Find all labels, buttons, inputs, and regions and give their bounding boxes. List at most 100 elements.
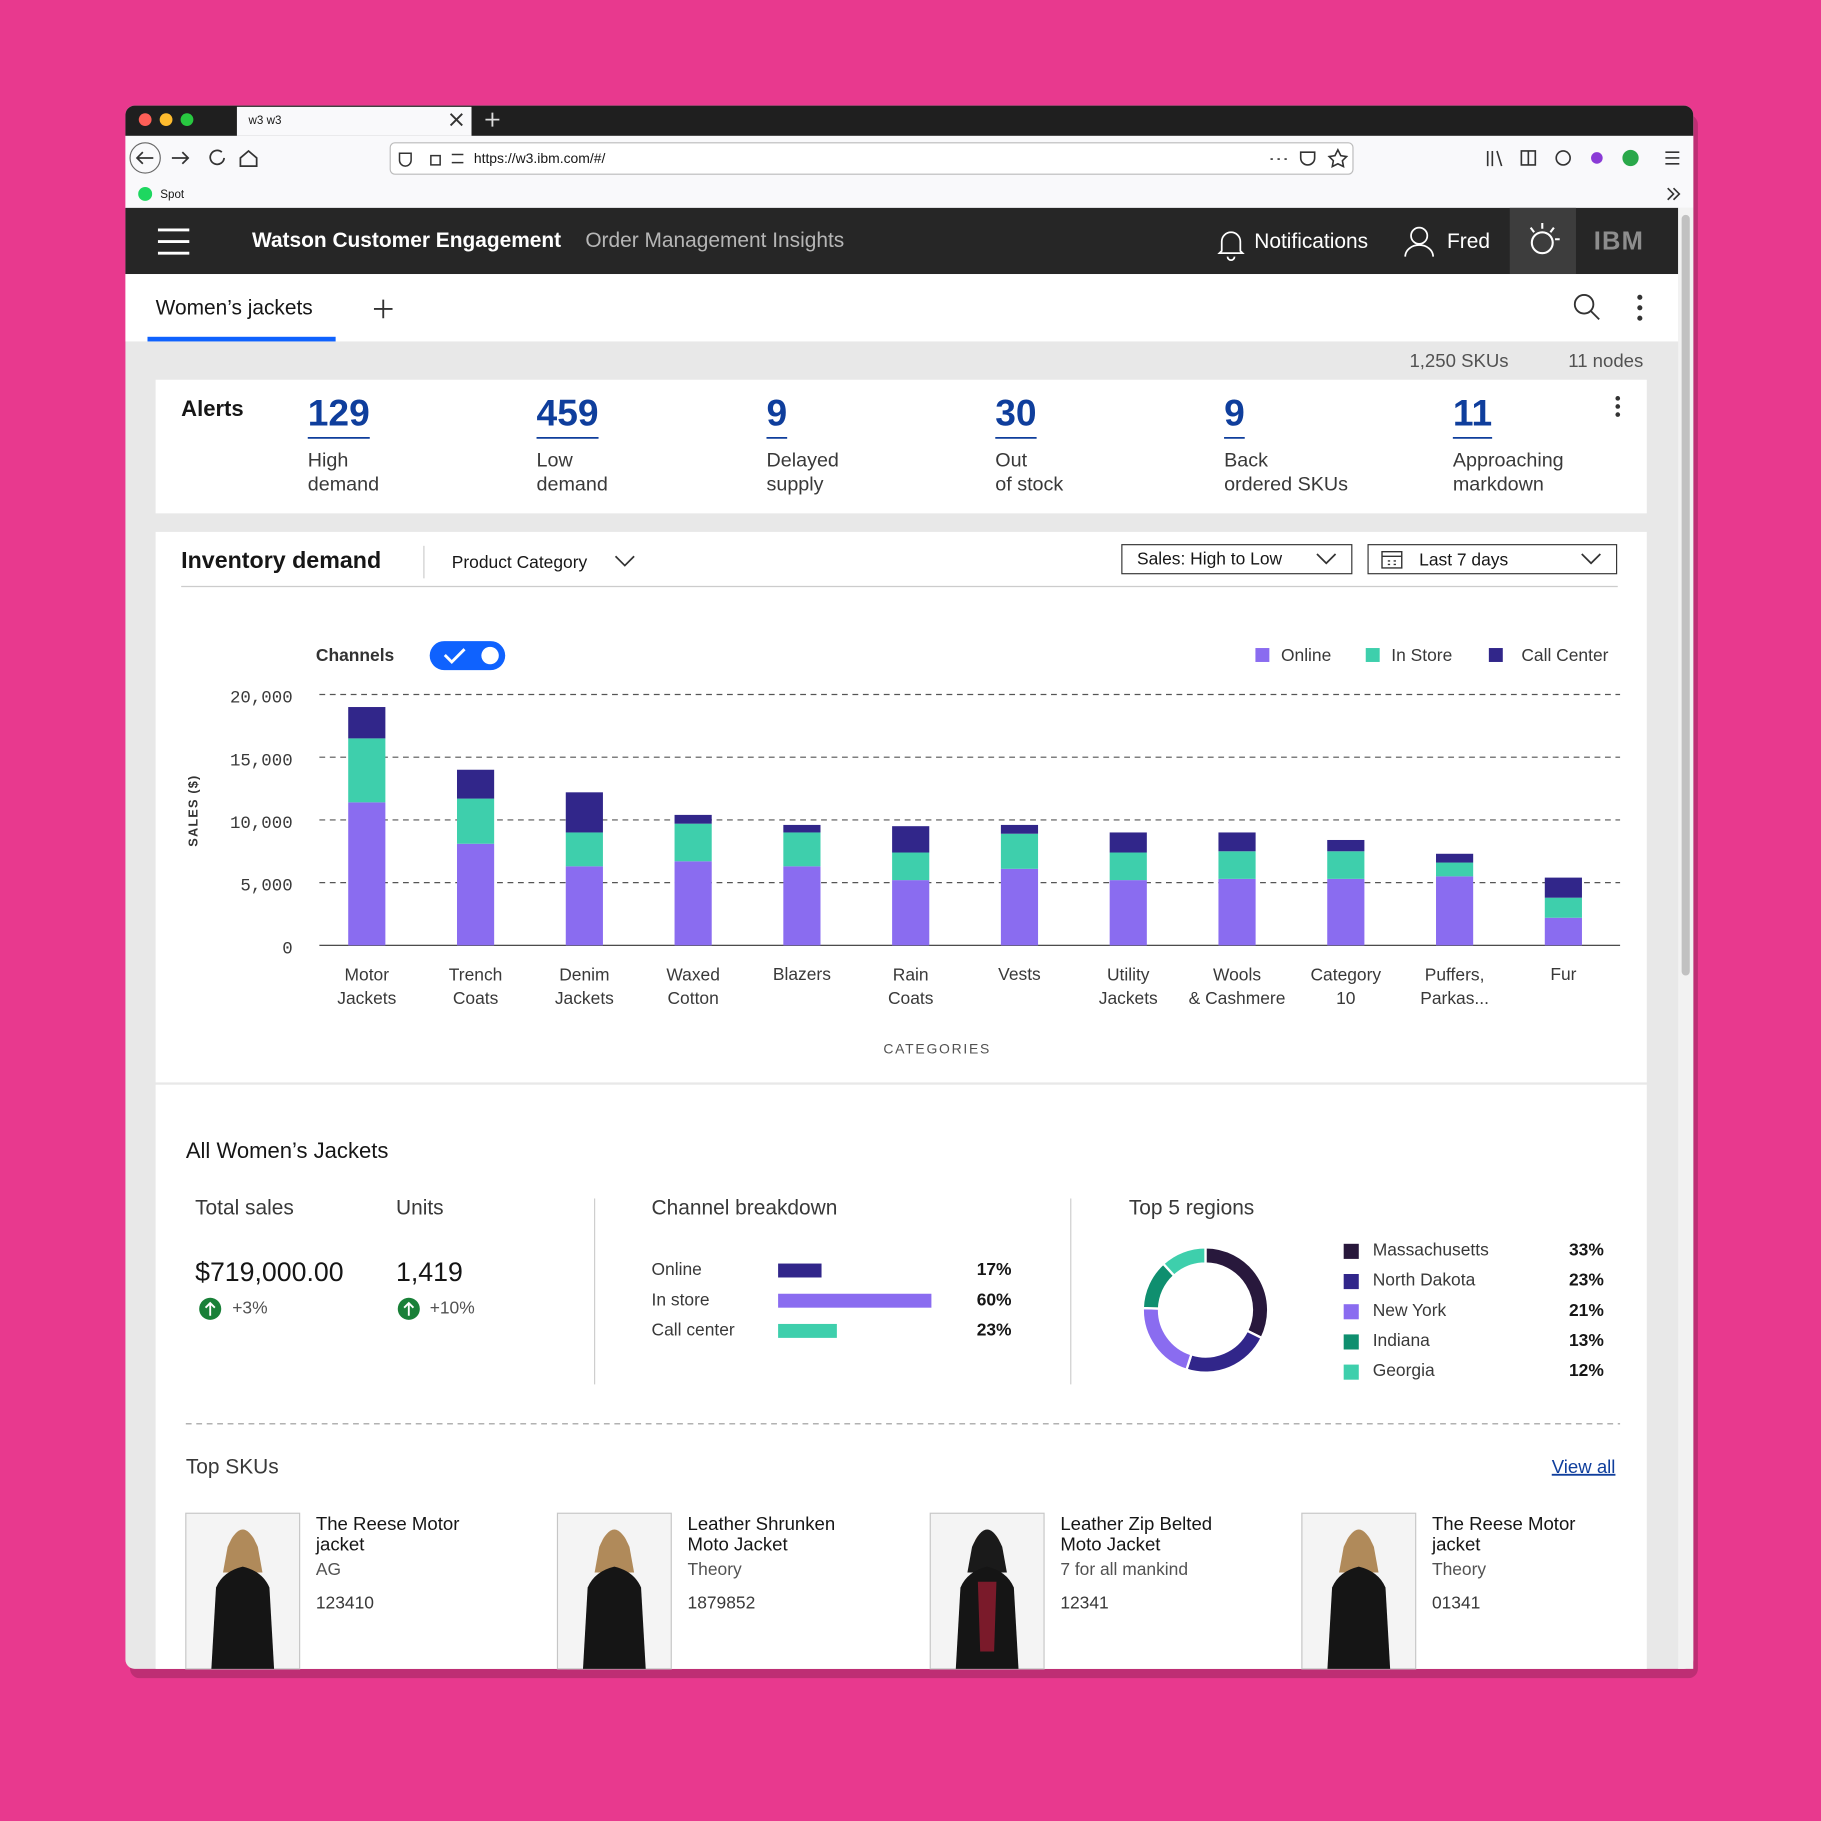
product-jacket: [1327, 1566, 1391, 1669]
chevron: [1581, 553, 1601, 565]
overflow-menu[interactable]: [1637, 294, 1643, 300]
bell-icon[interactable]: [1217, 231, 1245, 261]
x-tick-label: Fur: [1550, 964, 1576, 984]
assistant-icon: [1530, 231, 1554, 255]
min-dot[interactable]: [159, 113, 173, 127]
title-bar: [125, 105, 1694, 136]
units: 1,419: [396, 1257, 463, 1287]
notifications[interactable]: Notifications: [1254, 230, 1368, 253]
alert-label: High: [308, 449, 349, 471]
channel-bar: [778, 1263, 822, 1278]
product-name: jacket: [315, 1534, 365, 1555]
bar-segment: [1436, 853, 1474, 863]
back-button[interactable]: [129, 142, 161, 174]
total-sales-label: Total sales: [195, 1196, 294, 1219]
overflow-menu[interactable]: [1637, 315, 1643, 321]
bar-segment: [456, 798, 495, 844]
ext-icon[interactable]: [1622, 149, 1639, 167]
up-arrow: [204, 1301, 216, 1316]
alerts-menu[interactable]: [1615, 412, 1621, 417]
nav-icons[interactable]: [135, 149, 258, 167]
toggle-check: [443, 648, 466, 665]
calendar-icon: [1381, 550, 1403, 569]
product-jacket: [582, 1566, 646, 1669]
bar-segment: [1218, 878, 1256, 946]
product-sku: 123410: [316, 1592, 374, 1612]
max-dot[interactable]: [180, 113, 194, 127]
region-value: 12%: [1569, 1360, 1604, 1380]
alert-label: demand: [308, 474, 379, 496]
bar-segment: [1327, 839, 1365, 852]
bookmark-icon: [138, 186, 153, 201]
ext-icon[interactable]: [1591, 152, 1603, 164]
alerts-menu[interactable]: [1615, 404, 1621, 409]
product-name: The Reese Motor: [316, 1513, 460, 1534]
user-icon[interactable]: [1404, 244, 1434, 257]
account-icon[interactable]: [1555, 150, 1571, 166]
alert-count: 459: [537, 392, 599, 434]
scroll-thumb[interactable]: [1681, 214, 1690, 976]
tab[interactable]: [236, 106, 472, 136]
menu-icon[interactable]: [157, 228, 190, 255]
user-name[interactable]: Fred: [1447, 230, 1490, 253]
assistant-rays: [1529, 222, 1560, 241]
tab-close[interactable]: [449, 113, 463, 127]
y-tick-label: 5,000: [240, 877, 292, 897]
overflow-menu[interactable]: [1637, 305, 1643, 311]
active-tab[interactable]: Women’s jackets: [156, 296, 313, 319]
units-label: Units: [396, 1196, 444, 1219]
channel-bar: [778, 1323, 837, 1338]
total-sales: $719,000.00: [195, 1257, 343, 1287]
region-swatch: [1343, 1304, 1359, 1320]
channel-value: 17%: [977, 1259, 1012, 1279]
product-name: jacket: [1431, 1534, 1481, 1555]
chevron: [1316, 553, 1337, 565]
regions-title: Top 5 regions: [1129, 1196, 1254, 1219]
date-dropdown[interactable]: [1367, 544, 1618, 575]
product-brand: AG: [316, 1559, 341, 1579]
bar-segment: [1109, 852, 1147, 881]
bar-segment: [892, 852, 930, 881]
tab-title: w3 w3: [248, 114, 282, 127]
x-tick-label: Wools & Cashmere: [1189, 964, 1286, 1007]
bar-segment: [1000, 824, 1039, 834]
search-icon[interactable]: [1590, 310, 1600, 321]
search-icon[interactable]: [1573, 294, 1595, 315]
product-name: Moto Jacket: [688, 1534, 789, 1555]
x-tick-label: Waxed Cotton: [666, 964, 720, 1007]
view-all[interactable]: View all: [1552, 1456, 1616, 1477]
toolbar-icons[interactable]: [1486, 150, 1680, 167]
x-tick-label: Utility Jackets: [1099, 964, 1158, 1007]
url-actions[interactable]: [1270, 147, 1349, 168]
bar-segment: [1218, 851, 1256, 879]
tab-underline: [147, 336, 336, 342]
alerts-menu[interactable]: [1615, 396, 1621, 401]
url-bar[interactable]: [389, 142, 1354, 175]
region-swatch: [1343, 1274, 1359, 1290]
add-tab[interactable]: [373, 299, 393, 319]
alert-count: 30: [995, 392, 1036, 434]
category-filter[interactable]: Product Category: [452, 552, 588, 572]
overflow-icon[interactable]: [1667, 187, 1681, 201]
bar-segment: [674, 861, 712, 946]
url: https://w3.ibm.com/#/: [474, 150, 606, 166]
bar-segment: [456, 843, 495, 946]
y-axis-label: SALES ($): [185, 775, 200, 847]
product-sku: 12341: [1060, 1592, 1108, 1612]
region-label: Massachusetts: [1373, 1239, 1489, 1259]
chevron[interactable]: [614, 555, 635, 567]
product-hair: [1339, 1529, 1379, 1573]
bookmark[interactable]: Spot: [160, 188, 185, 201]
sort-dropdown[interactable]: [1121, 544, 1353, 575]
alert-count: 9: [1224, 392, 1245, 434]
close-dot[interactable]: [138, 113, 152, 127]
assistant-button[interactable]: [1509, 207, 1576, 275]
bar-segment: [1436, 862, 1474, 877]
product-name: Leather Shrunken: [688, 1513, 836, 1534]
bar-segment: [1109, 880, 1147, 946]
alerts-title: Alerts: [181, 396, 243, 421]
legend-swatch: [1365, 648, 1380, 662]
bar-segment: [348, 738, 386, 803]
user-icon[interactable]: [1410, 226, 1429, 245]
